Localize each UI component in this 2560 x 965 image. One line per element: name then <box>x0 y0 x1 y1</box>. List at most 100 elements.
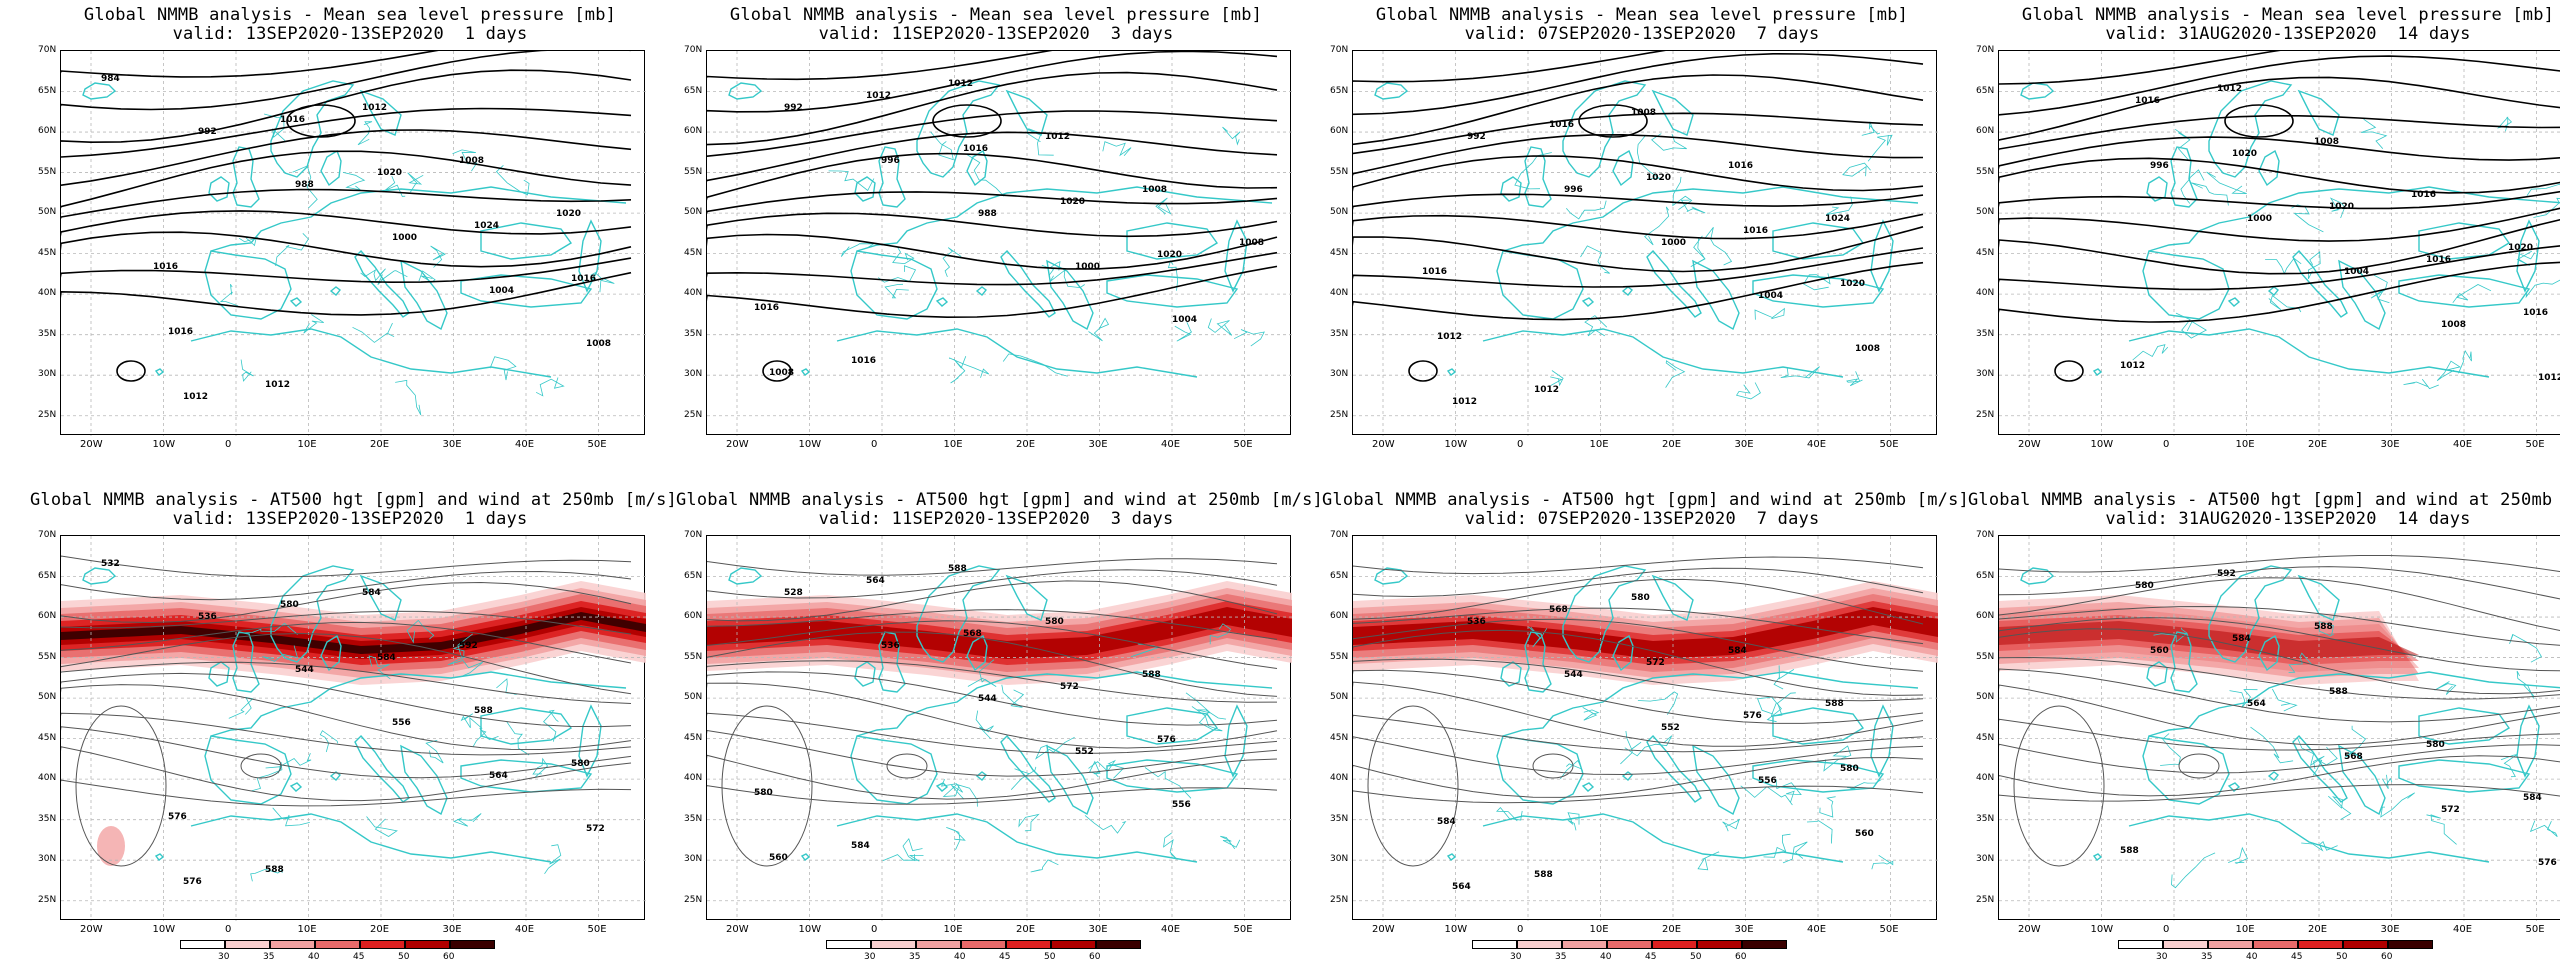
lat-label: 60N <box>38 126 57 137</box>
contour-label: 592 <box>2217 569 2236 579</box>
map-area[interactable]: 528 536 544 552 556 560 564 568 572 576 580 584 588 5… <box>706 535 1292 921</box>
lon-label: 20E <box>370 924 390 935</box>
map-area[interactable]: 536 544 552 556 560 564 568 572 576 580 584 588 580 5… <box>1352 535 1938 921</box>
coastlines <box>82 80 627 416</box>
valid-line: valid: 11SEP2020-13SEP2020 3 days <box>818 24 1174 44</box>
lon-label: 20W <box>726 924 749 935</box>
lon-label: 0 <box>225 924 232 935</box>
map-area[interactable]: 532 536 544 556 564 572 576 580 584 588 580 576 588 5… <box>60 535 646 921</box>
lon-label: 40E <box>1161 439 1181 450</box>
lat-label: 55N <box>684 166 703 177</box>
map-area[interactable]: 996 1000 1004 1008 1012 1016 1020 1020 1016 1016 1… <box>1998 50 2560 436</box>
lat-label: 40N <box>1976 773 1995 784</box>
colorbar-label: 60 <box>2381 952 2393 962</box>
contour-label: 996 <box>881 156 900 166</box>
lon-label: 30E <box>1088 924 1108 935</box>
contour-labels: 528 536 544 552 556 560 564 568 572 576 580 584 588 5… <box>754 564 1191 863</box>
contour-label: 988 <box>295 180 314 190</box>
lat-label: 70N <box>1330 530 1349 540</box>
title-line: Global NMMB analysis - AT500 hgt [gpm] a… <box>1968 490 2560 510</box>
valid-line: valid: 07SEP2020-13SEP2020 7 days <box>1464 509 1820 529</box>
coastlines <box>1374 80 1919 400</box>
lon-label: 20E <box>1016 924 1036 935</box>
contour-label: 1016 <box>2135 96 2160 106</box>
lon-label: 40E <box>515 439 535 450</box>
lat-label: 65N <box>1330 570 1349 581</box>
colorbar-swatch <box>2253 940 2298 949</box>
lon-label: 40E <box>1161 924 1181 935</box>
contour-label: 588 <box>1825 699 1844 709</box>
contour-label: 1012 <box>2120 361 2145 371</box>
lon-label: 10E <box>2235 924 2255 935</box>
wind-shading <box>707 581 1292 685</box>
colorbar-label: 60 <box>443 952 455 962</box>
lat-label: 35N <box>684 328 703 339</box>
lat-label: 60N <box>1976 126 1995 137</box>
contour-label: 572 <box>1646 658 1665 668</box>
panel-title: Global NMMB analysis - AT500 hgt [gpm] a… <box>1322 491 1969 529</box>
contour-label: 580 <box>1045 617 1064 627</box>
contour-label: 576 <box>168 812 187 822</box>
contour-label: 1016 <box>168 327 193 337</box>
lon-label: 10W <box>798 924 822 935</box>
contour-label: 1004 <box>1172 315 1197 325</box>
contour-label: 588 <box>474 706 493 716</box>
contour-label: 992 <box>198 127 217 137</box>
lon-label: 10W <box>152 924 176 935</box>
colorbar-swatch <box>2118 940 2163 949</box>
map-area[interactable]: 992 996 988 1000 1004 1008 1012 1016 1020 1020 101… <box>706 50 1292 436</box>
contour-label: 1008 <box>2314 137 2339 147</box>
colorbar-swatch <box>1742 940 1787 949</box>
colorbar-swatch <box>1652 940 1697 949</box>
contour-label: 1008 <box>1239 238 1264 248</box>
lat-label: 65N <box>1976 85 1995 96</box>
contour-label: 584 <box>2523 793 2542 803</box>
colorbar-swatch <box>1607 940 1652 949</box>
lat-label: 30N <box>684 854 703 865</box>
contour-label: 1020 <box>2329 202 2354 212</box>
valid-line: valid: 13SEP2020-13SEP2020 1 days <box>172 24 528 44</box>
map-area[interactable]: 560 564 568 572 576 580 584 588 580 584 588 592 588 <box>1998 535 2560 921</box>
colorbar-label: 30 <box>864 952 876 962</box>
map-area[interactable]: 992 996 1000 1004 1008 1012 1016 1020 1016 1020 10… <box>1352 50 1938 436</box>
contour-label: 1016 <box>571 274 596 284</box>
map-area[interactable]: 984 992 988 1000 1004 1008 1012 1016 1020 1024 101… <box>60 50 646 436</box>
colorbar-label: 35 <box>1555 952 1567 962</box>
graticule <box>1999 51 2560 436</box>
lon-label: 20W <box>80 439 103 450</box>
wind-shading <box>1353 581 1938 685</box>
colorbar-label: 40 <box>1600 952 1612 962</box>
lat-label: 55N <box>684 651 703 662</box>
lon-label: 30E <box>1088 439 1108 450</box>
contour-label: 572 <box>586 824 605 834</box>
contour-label: 1008 <box>1142 185 1167 195</box>
lat-label: 40N <box>1976 288 1995 299</box>
lon-label: 30E <box>1734 439 1754 450</box>
lat-label: 65N <box>38 570 57 581</box>
lat-label: 55N <box>1976 166 1995 177</box>
lat-label: 50N <box>1976 692 1995 703</box>
lon-label: 10E <box>297 924 317 935</box>
lat-label: 30N <box>38 854 57 865</box>
colorbar-swatch <box>315 940 360 949</box>
contour-label: 568 <box>2344 752 2363 762</box>
contour-label: 1020 <box>556 209 581 219</box>
lon-label: 10E <box>1589 924 1609 935</box>
contour-labels: 992 996 988 1000 1004 1008 1012 1016 1020 1020 101… <box>754 79 1264 378</box>
contour-label: 1008 <box>586 339 611 349</box>
lat-label: 35N <box>1976 813 1995 824</box>
coastlines <box>728 565 1273 873</box>
lat-label: 65N <box>684 85 703 96</box>
lat-label: 55N <box>1330 166 1349 177</box>
lat-label: 45N <box>684 732 703 743</box>
lon-label: 30E <box>2380 439 2400 450</box>
lon-label: 20E <box>370 439 390 450</box>
panel-mslp-4: Global NMMB analysis - Mean sea level pr… <box>1968 0 2560 480</box>
colorbar-label: 30 <box>1510 952 1522 962</box>
contour-label: 552 <box>1075 747 1094 757</box>
valid-line: valid: 31AUG2020-13SEP2020 14 days <box>2105 509 2471 529</box>
colorbar-swatch <box>871 940 916 949</box>
lon-label: 40E <box>2453 439 2473 450</box>
contour-label: 1016 <box>1549 120 1574 130</box>
contour-label: 1012 <box>948 79 973 89</box>
